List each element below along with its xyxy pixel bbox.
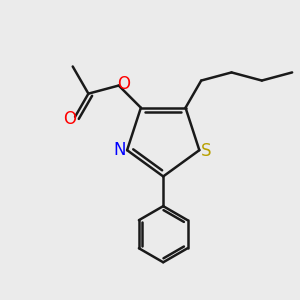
Text: O: O	[63, 110, 76, 128]
Text: N: N	[114, 140, 126, 158]
Text: O: O	[118, 75, 130, 93]
Text: S: S	[201, 142, 212, 160]
